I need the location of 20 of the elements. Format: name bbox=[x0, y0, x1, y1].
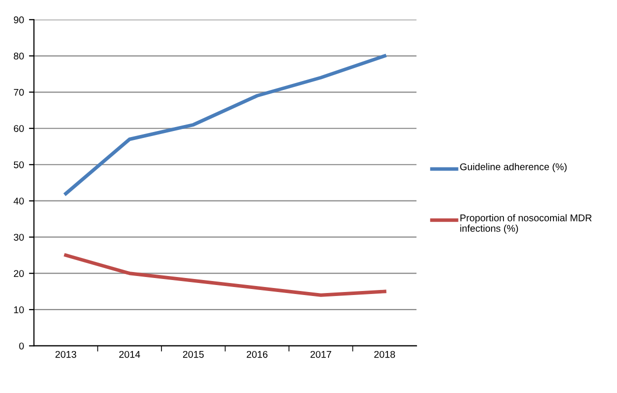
y-tick-label: 90 bbox=[14, 16, 24, 24]
x-tick-label: 2017 bbox=[310, 350, 332, 358]
y-tick-label: 40 bbox=[14, 198, 24, 204]
legend-label: Proportion of nosocomial MDR infections (%) bbox=[460, 214, 592, 234]
y-tick-label: 70 bbox=[14, 88, 24, 96]
y-tick-label: 60 bbox=[14, 125, 24, 132]
y-tick-label: 10 bbox=[14, 306, 24, 314]
x-tick-label: 2014 bbox=[119, 350, 140, 358]
y-tick-label: 20 bbox=[14, 270, 24, 277]
line-series bbox=[64, 253, 386, 297]
y-tick-label: 0 bbox=[19, 342, 24, 350]
line-series bbox=[64, 54, 386, 196]
x-tick-label: 2018 bbox=[374, 350, 395, 358]
y-tick-label: 30 bbox=[14, 234, 24, 241]
x-tick-label: 2013 bbox=[55, 350, 76, 358]
legend-label: Guideline adherence (%) bbox=[460, 163, 567, 172]
x-tick-label: 2015 bbox=[183, 350, 204, 358]
x-tick-label: 2016 bbox=[246, 350, 268, 358]
y-tick-label: 50 bbox=[14, 161, 24, 168]
y-tick-label: 80 bbox=[14, 52, 24, 60]
